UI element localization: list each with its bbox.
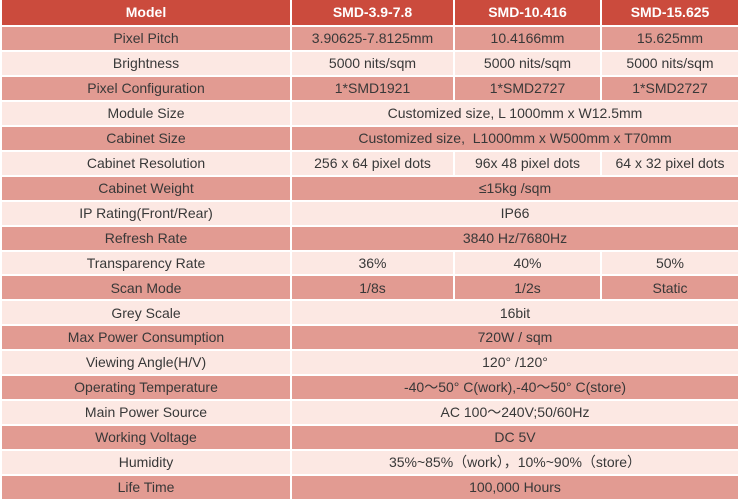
header-model-1: SMD-3.9-7.8 [292, 0, 453, 25]
grey-scale-value: 16bit [292, 301, 738, 325]
pixel-configuration-value-3: 1*SMD2727 [602, 76, 738, 100]
row-label-scan-mode: Scan Mode [2, 276, 290, 300]
row-label-transparency-rate: Transparency Rate [2, 251, 290, 275]
operating-temperature-value: -40～50° C(work),-40～50° C(store) [292, 376, 738, 400]
humidity-value: 35%~85%（work），10%~90%（store） [292, 451, 738, 475]
max-power-consumption-value: 720W / sqm [292, 326, 738, 350]
scan-mode-value-3: Static [602, 276, 738, 300]
ip-rating-value: IP66 [292, 201, 738, 225]
brightness-value-1: 5000 nits/sqm [292, 51, 453, 75]
row-label-cabinet-size: Cabinet Size [2, 126, 290, 150]
row-label-ip-rating: IP Rating(Front/Rear) [2, 201, 290, 225]
row-label-module-size: Module Size [2, 101, 290, 125]
row-label-cabinet-weight: Cabinet Weight [2, 176, 290, 200]
header-model-label: Model [2, 0, 290, 25]
life-time-value: 100,000 Hours [292, 476, 738, 499]
row-label-pixel-pitch: Pixel Pitch [2, 27, 290, 50]
row-label-pixel-configuration: Pixel Configuration [2, 76, 290, 100]
brightness-value-3: 5000 nits/sqm [602, 51, 738, 75]
row-label-working-voltage: Working Voltage [2, 426, 290, 450]
refresh-rate-value: 3840 Hz/7680Hz [292, 226, 738, 250]
brightness-value-2: 5000 nits/sqm [455, 51, 600, 75]
transparency-rate-value-3: 50% [602, 251, 738, 275]
row-label-grey-scale: Grey Scale [2, 301, 290, 325]
row-label-cabinet-resolution: Cabinet Resolution [2, 151, 290, 175]
pixel-configuration-value-2: 1*SMD2727 [455, 76, 600, 100]
pixel-configuration-value-1: 1*SMD1921 [292, 76, 453, 100]
main-power-source-value: AC 100～240V;50/60Hz [292, 401, 738, 425]
scan-mode-value-1: 1/8s [292, 276, 453, 300]
transparency-rate-value-1: 36% [292, 251, 453, 275]
working-voltage-value: DC 5V [292, 426, 738, 450]
row-label-viewing-angle: Viewing Angle(H/V) [2, 351, 290, 375]
cabinet-resolution-value-3: 64 x 32 pixel dots [602, 151, 738, 175]
pixel-pitch-value-3: 15.625mm [602, 27, 738, 50]
pixel-pitch-value-2: 10.4166mm [455, 27, 600, 50]
transparency-rate-value-2: 40% [455, 251, 600, 275]
header-model-3: SMD-15.625 [602, 0, 738, 25]
row-label-max-power-consumption: Max Power Consumption [2, 326, 290, 350]
module-size-value: Customized size, L 1000mm x W12.5mm [292, 101, 738, 125]
row-label-brightness: Brightness [2, 51, 290, 75]
row-label-main-power-source: Main Power Source [2, 401, 290, 425]
row-label-life-time: Life Time [2, 476, 290, 499]
cabinet-resolution-value-2: 96x 48 pixel dots [455, 151, 600, 175]
pixel-pitch-value-1: 3.90625-7.8125mm [292, 27, 453, 50]
viewing-angle-value: 120° /120° [292, 351, 738, 375]
header-model-2: SMD-10.416 [455, 0, 600, 25]
row-label-operating-temperature: Operating Temperature [2, 376, 290, 400]
row-label-humidity: Humidity [2, 451, 290, 475]
cabinet-size-value: Customized size, L1000mm x W500mm x T70m… [292, 126, 738, 150]
cabinet-weight-value: ≤15kg /sqm [292, 176, 738, 200]
row-label-refresh-rate: Refresh Rate [2, 226, 290, 250]
scan-mode-value-2: 1/2s [455, 276, 600, 300]
cabinet-resolution-value-1: 256 x 64 pixel dots [292, 151, 453, 175]
